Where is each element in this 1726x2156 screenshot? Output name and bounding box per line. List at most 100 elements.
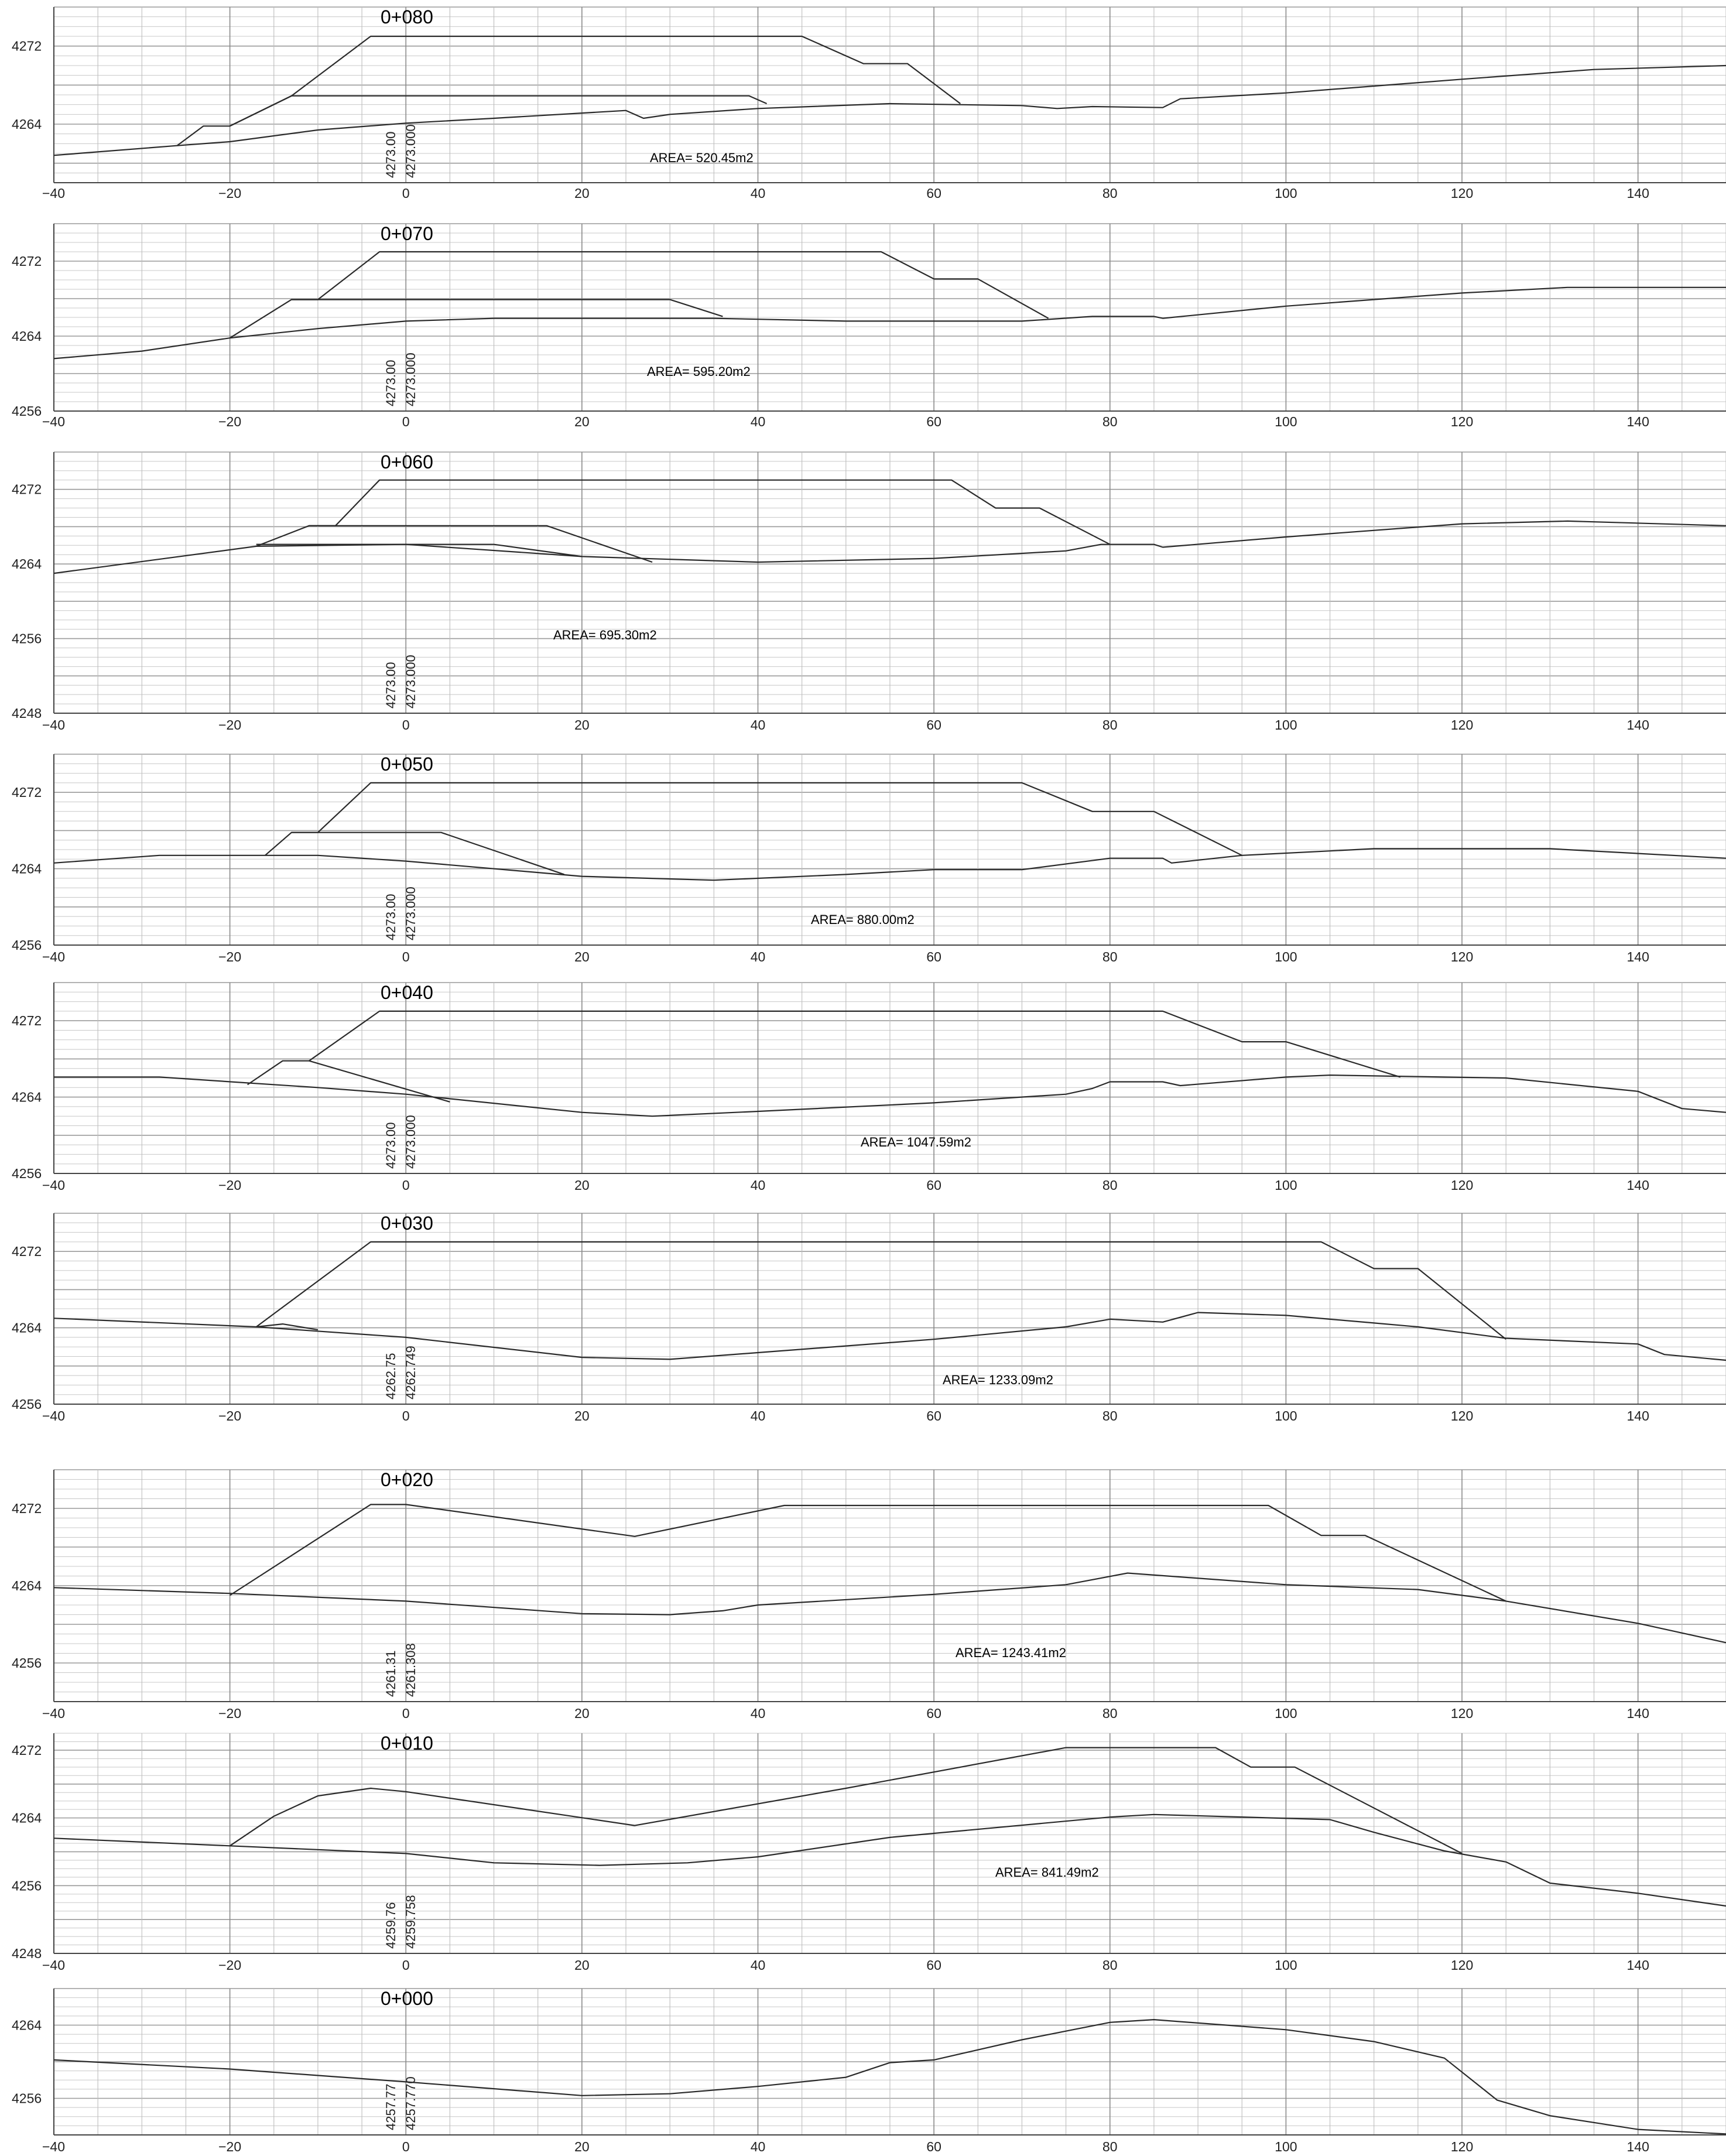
elevation-label: 4262.75: [383, 1353, 398, 1399]
elevation-label: 4273.000: [403, 1115, 418, 1169]
elevation-label: 4262.749: [403, 1346, 418, 1399]
profile-line-design-2: [230, 95, 768, 127]
y-tick-label: 4264: [12, 1090, 42, 1105]
x-tick-label: 40: [751, 2139, 766, 2154]
x-tick-label: 0: [402, 949, 410, 964]
x-tick-label: 60: [926, 717, 941, 733]
station-label: 0+000: [381, 1988, 433, 2009]
x-tick-label: −40: [42, 414, 65, 429]
x-tick-label: 60: [926, 2139, 941, 2154]
x-tick-label: 80: [1102, 414, 1118, 429]
x-tick-label: 140: [1626, 1706, 1649, 1721]
x-tick-label: −20: [218, 1408, 241, 1423]
profile-line-design-1: [265, 782, 1242, 856]
x-tick-label: 20: [574, 1706, 590, 1721]
elevation-label: 4273.000: [403, 655, 418, 709]
x-tick-label: 0: [402, 717, 410, 733]
cross-section-panel-0+000: 4256 4264 −40 −20 0 20 40 60 80 100 120 140 0+000 425…: [12, 1988, 1726, 2154]
grid: [53, 1988, 1726, 2136]
station-label: 0+010: [381, 1733, 433, 1754]
profile-line-design-1: [230, 1504, 1506, 1602]
x-tick-label: 120: [1451, 2139, 1473, 2154]
elevation-label: 4273.00: [383, 662, 398, 709]
x-tick-label: 140: [1626, 1408, 1649, 1423]
x-tick-label: 140: [1626, 717, 1649, 733]
profile-line-design-2: [309, 525, 653, 563]
y-tick-label: 4248: [12, 1946, 42, 1961]
x-tick-label: 140: [1626, 949, 1649, 964]
station-label: 0+070: [381, 223, 433, 244]
x-tick-label: 60: [926, 1178, 941, 1193]
x-tick-label: 140: [1626, 1957, 1649, 1973]
y-tick-label: 4256: [12, 937, 42, 953]
area-annotation: AREA= 695.30m2: [553, 628, 657, 642]
cross-section-panel-0+050: 4256 4264 4272 −40 −20 0 20 40 60 80 100 120 140 0+05…: [12, 754, 1726, 964]
y-tick-label: 4272: [12, 1244, 42, 1259]
x-tick-label: 0: [402, 414, 410, 429]
cross-section-panel-0+020: 4256 4264 4272 −40 −20 0 20 40 60 80 100 120 140 0+02…: [12, 1469, 1726, 1721]
station-label: 0+020: [381, 1469, 433, 1490]
x-tick-label: 80: [1102, 1957, 1118, 1973]
x-tick-label: −40: [42, 186, 65, 201]
profile-line-design-1: [229, 1747, 1463, 1854]
x-tick-label: 40: [751, 414, 766, 429]
x-tick-label: 60: [926, 186, 941, 201]
x-tick-label: 0: [402, 2139, 410, 2154]
profile-line-ground: [53, 520, 1726, 574]
y-tick-label: 4256: [12, 1397, 42, 1412]
x-tick-label: 60: [926, 1957, 941, 1973]
x-tick-label: 40: [751, 1408, 766, 1423]
y-tick-label: 4256: [12, 1655, 42, 1671]
x-tick-label: −20: [218, 1706, 241, 1721]
x-tick-label: 20: [574, 186, 590, 201]
x-tick-label: 60: [926, 414, 941, 429]
x-tick-label: −40: [42, 1957, 65, 1973]
elevation-label: 4273.000: [403, 124, 418, 178]
x-tick-label: −20: [218, 2139, 241, 2154]
x-tick-label: 40: [751, 1178, 766, 1193]
x-tick-label: −40: [42, 717, 65, 733]
x-tick-label: 80: [1102, 1178, 1118, 1193]
elevation-label: 4261.31: [383, 1650, 398, 1697]
x-tick-label: 100: [1275, 1178, 1297, 1193]
elevation-label: 4273.000: [403, 353, 418, 406]
area-annotation: AREA= 520.45m2: [650, 150, 754, 165]
x-tick-label: −20: [218, 949, 241, 964]
y-tick-label: 4256: [12, 2091, 42, 2106]
x-tick-label: 0: [402, 1706, 410, 1721]
x-tick-label: −20: [218, 186, 241, 201]
elevation-label: 4273.00: [383, 131, 398, 178]
x-tick-label: 40: [751, 1957, 766, 1973]
x-tick-label: 100: [1275, 1957, 1297, 1973]
x-tick-label: 60: [926, 949, 941, 964]
y-tick-label: 4272: [12, 39, 42, 54]
profile-line-ground: [53, 64, 1726, 156]
x-tick-label: 20: [574, 1178, 590, 1193]
profile-line-ground: [53, 286, 1726, 360]
y-tick-label: 4264: [12, 2018, 42, 2033]
elevation-label: 4257.77: [383, 2083, 398, 2130]
x-tick-label: 80: [1102, 1706, 1118, 1721]
profile-line-design-2: [309, 1060, 450, 1103]
y-tick-label: 4272: [12, 1743, 42, 1758]
x-tick-label: 100: [1275, 949, 1297, 964]
elevation-label: 4273.000: [403, 887, 418, 940]
x-tick-label: 60: [926, 1706, 941, 1721]
x-tick-label: 140: [1626, 2139, 1649, 2154]
elevation-label: 4257.770: [403, 2076, 418, 2130]
y-tick-label: 4272: [12, 1013, 42, 1028]
cross-section-panel-0+070: 4256 4264 4272 −40 −20 0 20 40 60 80 100 120 140 0+07…: [12, 223, 1726, 429]
elevation-label: 4259.76: [383, 1902, 398, 1949]
x-tick-label: −20: [218, 717, 241, 733]
x-tick-label: −40: [42, 949, 65, 964]
x-tick-label: 120: [1451, 1408, 1473, 1423]
area-annotation: AREA= 841.49m2: [995, 1865, 1099, 1880]
x-tick-label: 100: [1275, 414, 1297, 429]
station-label: 0+060: [381, 451, 433, 473]
station-label: 0+080: [381, 6, 433, 28]
profile-line-ground: [53, 1572, 1726, 1644]
x-tick-label: 0: [402, 1408, 410, 1423]
x-tick-label: 20: [574, 717, 590, 733]
x-tick-label: 0: [402, 1957, 410, 1973]
y-tick-label: 4256: [12, 403, 42, 419]
